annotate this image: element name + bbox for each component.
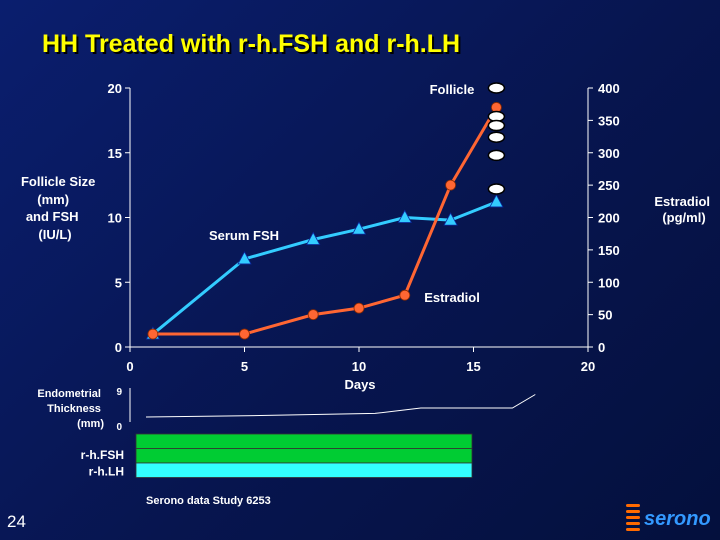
left-tick-label: 10 <box>108 211 122 226</box>
left-axis-label: Follicle Size (mm) and FSH (IU/L) <box>21 174 99 242</box>
left-axis-label-line: (IU/L) <box>38 227 71 242</box>
source-note: Serono data Study 6253 <box>146 495 271 507</box>
page-title: HH Treated with r-h.FSH and r-h.LH <box>42 30 461 58</box>
follicle-point <box>487 82 506 94</box>
serum-fsh-point <box>306 231 321 245</box>
estradiol-point <box>307 309 319 321</box>
endometrium-line <box>145 394 536 418</box>
right-tick-label: 150 <box>598 243 620 258</box>
r-h-fsh-label: r-h.FSH <box>81 448 124 462</box>
serum-fsh-point <box>351 221 367 235</box>
estradiol-point <box>239 328 250 340</box>
right-tick-label: 400 <box>598 81 620 96</box>
right-tick-label: 50 <box>598 308 612 323</box>
endometrium-label-line: Thickness <box>47 403 101 415</box>
serono-logo-text: serono <box>644 508 711 530</box>
serum-fsh-point <box>237 251 252 265</box>
endometrium-chart <box>145 394 536 418</box>
right-tick-label: 100 <box>598 275 620 290</box>
right-tick-label: 250 <box>598 178 620 193</box>
slide-number: 24 <box>7 512 26 531</box>
endometrium-label-line: Endometrial <box>37 388 101 400</box>
r-h-lh-label: r-h.LH <box>89 465 124 479</box>
estradiol-point <box>399 289 411 301</box>
serono-logo-icon <box>626 504 640 531</box>
right-tick-label: 200 <box>598 211 620 226</box>
serono-logo: serono <box>626 504 711 531</box>
r-h-fsh-bar <box>135 433 473 449</box>
follicle-point <box>487 183 506 195</box>
follicle-point <box>487 149 506 162</box>
right-axis-label: Estradiol (pg/ml) <box>654 194 713 225</box>
x-tick-label: 5 <box>241 359 248 374</box>
r-h-fsh-bar <box>135 448 473 464</box>
right-tick-label: 350 <box>598 113 620 128</box>
right-tick-label: 0 <box>598 340 605 355</box>
x-axis-label: Days <box>344 377 375 392</box>
right-axis-label-line: (pg/ml) <box>662 210 705 225</box>
treatment-bars: r-h.FSH r-h.LH <box>81 433 473 479</box>
left-axis-label-line: Follicle Size <box>21 174 95 189</box>
left-tick-label: 20 <box>108 81 122 96</box>
endometrium-ytick: 0 <box>116 422 122 433</box>
left-tick-label: 15 <box>108 146 122 161</box>
endometrium-label: Endometrial Thickness (mm) <box>37 388 104 430</box>
endometrium-ytick: 9 <box>116 387 122 398</box>
estradiol-point <box>445 179 457 191</box>
x-tick-label: 20 <box>581 359 595 374</box>
left-tick-label: 0 <box>115 340 122 355</box>
series-label-follicle: Follicle <box>430 82 475 97</box>
x-tick-label: 10 <box>352 359 366 374</box>
series-layer <box>145 82 506 340</box>
series-label-fsh: Serum FSH <box>209 228 279 243</box>
right-tick-label: 300 <box>598 146 620 161</box>
estradiol-point <box>147 328 159 340</box>
left-axis-label-line: (mm) <box>37 192 69 207</box>
serum-fsh-point <box>489 194 504 208</box>
endometrium-label-line: (mm) <box>77 418 104 430</box>
serum-fsh-point <box>443 212 458 226</box>
r-h-lh-bar <box>135 462 473 478</box>
serum-fsh-point <box>397 209 412 223</box>
x-tick-label: 15 <box>466 359 480 374</box>
left-tick-label: 5 <box>115 275 122 290</box>
left-axis-label-line: and FSH <box>26 209 79 224</box>
follicle-point <box>487 131 506 143</box>
follicle-point <box>487 119 506 132</box>
right-axis-label-line: Estradiol <box>654 194 710 209</box>
estradiol-point <box>353 302 365 314</box>
series-label-estradiol: Estradiol <box>424 290 480 305</box>
x-tick-label: 0 <box>126 359 133 374</box>
